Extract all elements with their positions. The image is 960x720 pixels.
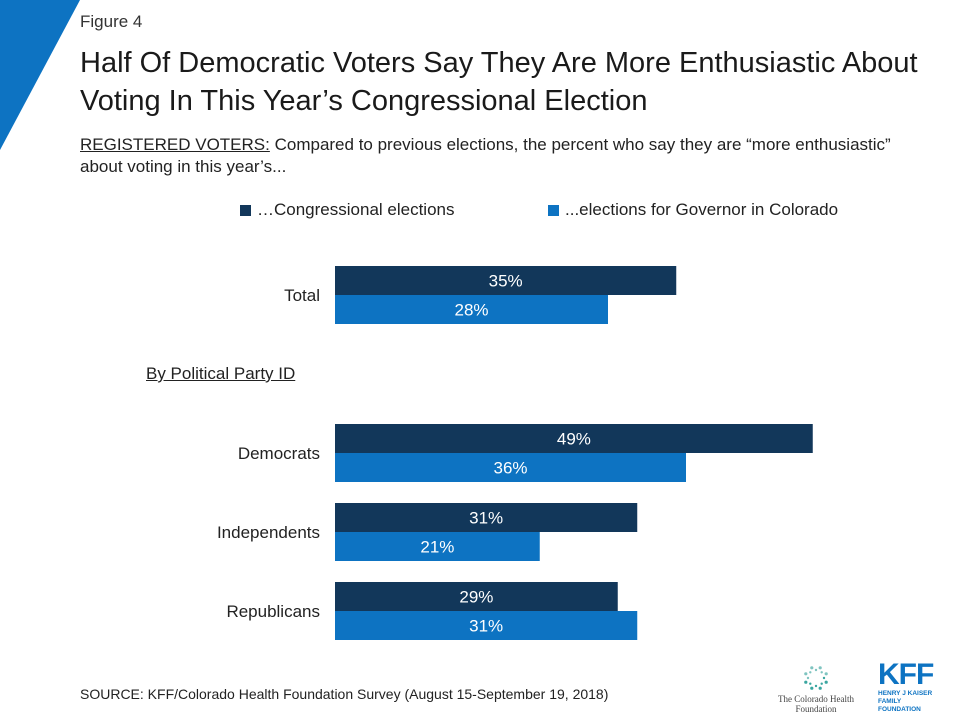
bar-total-series-1 — [335, 295, 608, 324]
data-label-republicans-series-0: 29% — [459, 588, 493, 607]
data-label-republicans-series-1: 31% — [469, 617, 503, 636]
data-label-democrats-series-0: 49% — [557, 430, 591, 449]
figure-label: Figure 4 — [80, 12, 143, 31]
category-label-total: Total — [284, 286, 320, 305]
sunburst-icon — [804, 666, 828, 690]
kff-logo: KFF HENRY J KAISER FAMILY FOUNDATION — [878, 658, 944, 714]
bar-democrats-series-1 — [335, 453, 686, 482]
category-label-republicans: Republicans — [226, 602, 320, 621]
legend-label-governor: ...elections for Governor in Colorado — [565, 200, 839, 219]
partner-logo-text: The Colorado Health Foundation — [778, 694, 854, 714]
section-label-party: By Political Party ID — [146, 364, 296, 383]
legend-swatch-congressional — [240, 204, 251, 216]
subtitle-lead: REGISTERED VOTERS: — [80, 135, 270, 154]
data-label-democrats-series-1: 36% — [493, 459, 527, 478]
bar-democrats-series-0 — [335, 424, 813, 453]
chart-subtitle: REGISTERED VOTERS: Compared to previous … — [80, 134, 920, 178]
colorado-health-foundation-logo: The Colorado Health Foundation — [758, 664, 874, 714]
kff-logo-sub: HENRY J KAISER FAMILY FOUNDATION — [878, 690, 933, 713]
bar-independents-series-0 — [335, 503, 638, 532]
legend-swatch-governor — [548, 204, 559, 216]
legend-item-governor: ...elections for Governor in Colorado — [548, 200, 838, 220]
bar-independents-series-1 — [335, 532, 540, 561]
data-label-total-series-1: 28% — [454, 301, 488, 320]
subtitle-text: Compared to previous elections, the perc… — [80, 135, 891, 176]
category-label-democrats: Democrats — [238, 444, 320, 463]
chart-title: Half Of Democratic Voters Say They Are M… — [80, 47, 918, 117]
legend-item-congressional: …Congressional elections — [240, 200, 455, 220]
bar-republicans-series-0 — [335, 582, 618, 611]
data-label-total-series-0: 35% — [489, 272, 523, 291]
bar-total-series-0 — [335, 266, 677, 295]
corner-accent-shape — [0, 0, 80, 150]
data-label-independents-series-1: 21% — [420, 538, 454, 557]
category-label-independents: Independents — [217, 523, 320, 542]
legend-label-congressional: …Congressional elections — [257, 200, 455, 219]
bar-republicans-series-1 — [335, 611, 638, 640]
kff-logo-word: KFF — [878, 658, 934, 691]
data-label-independents-series-0: 31% — [469, 509, 503, 528]
source-note: SOURCE: KFF/Colorado Health Foundation S… — [80, 686, 609, 702]
